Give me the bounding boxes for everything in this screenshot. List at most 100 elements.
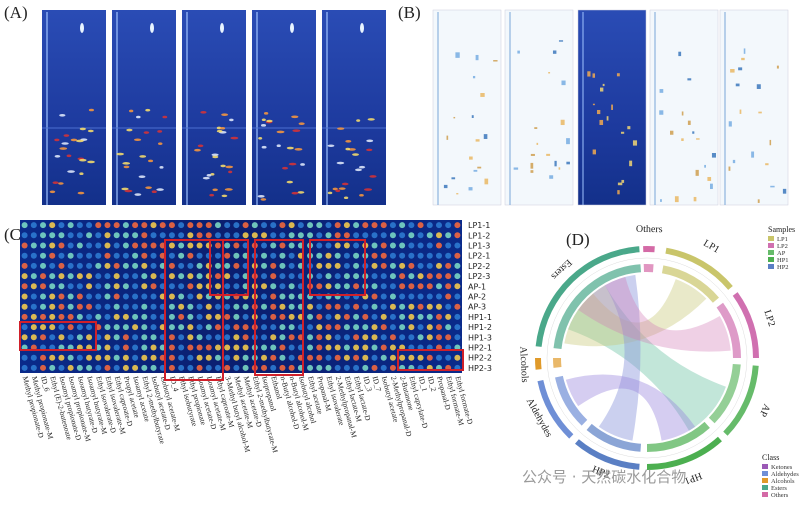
fingerprint-cell	[187, 324, 194, 331]
peak	[162, 115, 168, 119]
fingerprint-cell	[426, 262, 433, 269]
fingerprint-cell	[122, 273, 129, 280]
legend-title: Samples	[768, 225, 795, 234]
fingerprint-cell	[380, 313, 387, 320]
fingerprint-cell	[334, 354, 341, 361]
diff-spot	[477, 166, 482, 169]
fingerprint-cell	[196, 364, 203, 371]
fingerprint-cell	[224, 222, 231, 229]
fingerprint-cell	[30, 283, 37, 290]
fingerprint-cell	[95, 313, 102, 320]
fingerprint-cell	[399, 313, 406, 320]
fingerprint-cell	[205, 222, 212, 229]
fingerprint-cell	[141, 354, 148, 361]
fingerprint-cell	[187, 313, 194, 320]
fingerprint-cell	[334, 313, 341, 320]
diff-spot	[453, 116, 456, 119]
fingerprint-cell	[104, 313, 111, 320]
diff-spot	[617, 182, 623, 186]
fingerprint-cell	[279, 293, 286, 300]
fingerprint-cell	[40, 303, 47, 310]
inner-ring	[716, 302, 741, 358]
peak	[359, 193, 364, 197]
fingerprint-cell	[417, 273, 424, 280]
fingerprint-cell	[389, 354, 396, 361]
fingerprint-cell	[389, 283, 396, 290]
fingerprint-cell	[288, 283, 295, 290]
fingerprint-cell	[270, 303, 277, 310]
fingerprint-cell	[371, 364, 378, 371]
fingerprint-cell	[270, 222, 277, 229]
fingerprint-cell	[445, 324, 452, 331]
fingerprint-cell	[21, 334, 28, 341]
fingerprint-cell	[408, 252, 415, 259]
fingerprint-cell	[426, 354, 433, 361]
fingerprint-cell	[380, 242, 387, 249]
fingerprint-cell	[362, 334, 369, 341]
chord	[568, 285, 726, 431]
diff-spot	[738, 67, 743, 71]
diff-spot	[483, 134, 488, 139]
peak	[221, 113, 229, 117]
fingerprint-cell	[178, 232, 185, 239]
fingerprint-cell	[86, 324, 93, 331]
fingerprint-cell	[297, 232, 304, 239]
peak	[52, 181, 59, 184]
fingerprint-cell	[224, 313, 231, 320]
fingerprint-cell	[178, 354, 185, 361]
row-label: LP1-2	[468, 231, 490, 240]
fingerprint-cell	[389, 252, 396, 259]
column-label: ID_2	[426, 375, 439, 392]
fingerprint-cell	[132, 252, 139, 259]
diff-spot	[739, 109, 742, 114]
fingerprint-cell	[307, 334, 314, 341]
fingerprint-cell	[168, 283, 175, 290]
fingerprint-cell	[334, 344, 341, 351]
fingerprint-cell	[159, 222, 166, 229]
peak	[156, 188, 164, 191]
fingerprint-cell	[362, 303, 369, 310]
fingerprint-cell	[58, 324, 65, 331]
fingerprint-cell	[353, 354, 360, 361]
legend-item: LP2	[777, 243, 788, 250]
fingerprint-cell	[307, 313, 314, 320]
fingerprint-cell	[40, 354, 47, 361]
diff-spot	[730, 68, 735, 73]
fingerprint-cell	[132, 303, 139, 310]
fingerprint-cell	[49, 334, 56, 341]
fingerprint-cell	[307, 344, 314, 351]
fingerprint-cell	[141, 313, 148, 320]
fingerprint-cell	[445, 232, 452, 239]
diff-spot	[560, 119, 565, 126]
peak	[197, 144, 204, 148]
panel-d: OthersLP1LP2APHP1HP2AldehydesAlcoholsEst…	[517, 224, 799, 499]
peak	[134, 193, 142, 196]
fingerprint-cell	[426, 293, 433, 300]
fingerprint-cell	[224, 252, 231, 259]
fingerprint-cell	[316, 262, 323, 269]
fingerprint-cell	[307, 303, 314, 310]
diff-spot	[769, 139, 772, 146]
spectrum	[322, 10, 386, 205]
fingerprint-cell	[150, 303, 157, 310]
fingerprint-cell	[122, 344, 129, 351]
fingerprint-cell	[214, 364, 221, 371]
diff-spot	[566, 161, 570, 165]
fingerprint-cell	[353, 324, 360, 331]
peak	[355, 168, 362, 172]
fingerprint-cell	[435, 242, 442, 249]
fingerprint-cell	[187, 303, 194, 310]
peak	[79, 172, 84, 176]
fingerprint-cell	[224, 242, 231, 249]
fingerprint-cell	[150, 262, 157, 269]
diff-spot	[659, 110, 664, 115]
fingerprint-cell	[279, 262, 286, 269]
fingerprint-cell	[196, 293, 203, 300]
fingerprint-cell	[371, 222, 378, 229]
fingerprint-cell	[95, 232, 102, 239]
fingerprint-cell	[316, 252, 323, 259]
fingerprint-cell	[343, 273, 350, 280]
fingerprint-cell	[362, 232, 369, 239]
fingerprint-cell	[122, 252, 129, 259]
diff-spot	[443, 184, 448, 189]
